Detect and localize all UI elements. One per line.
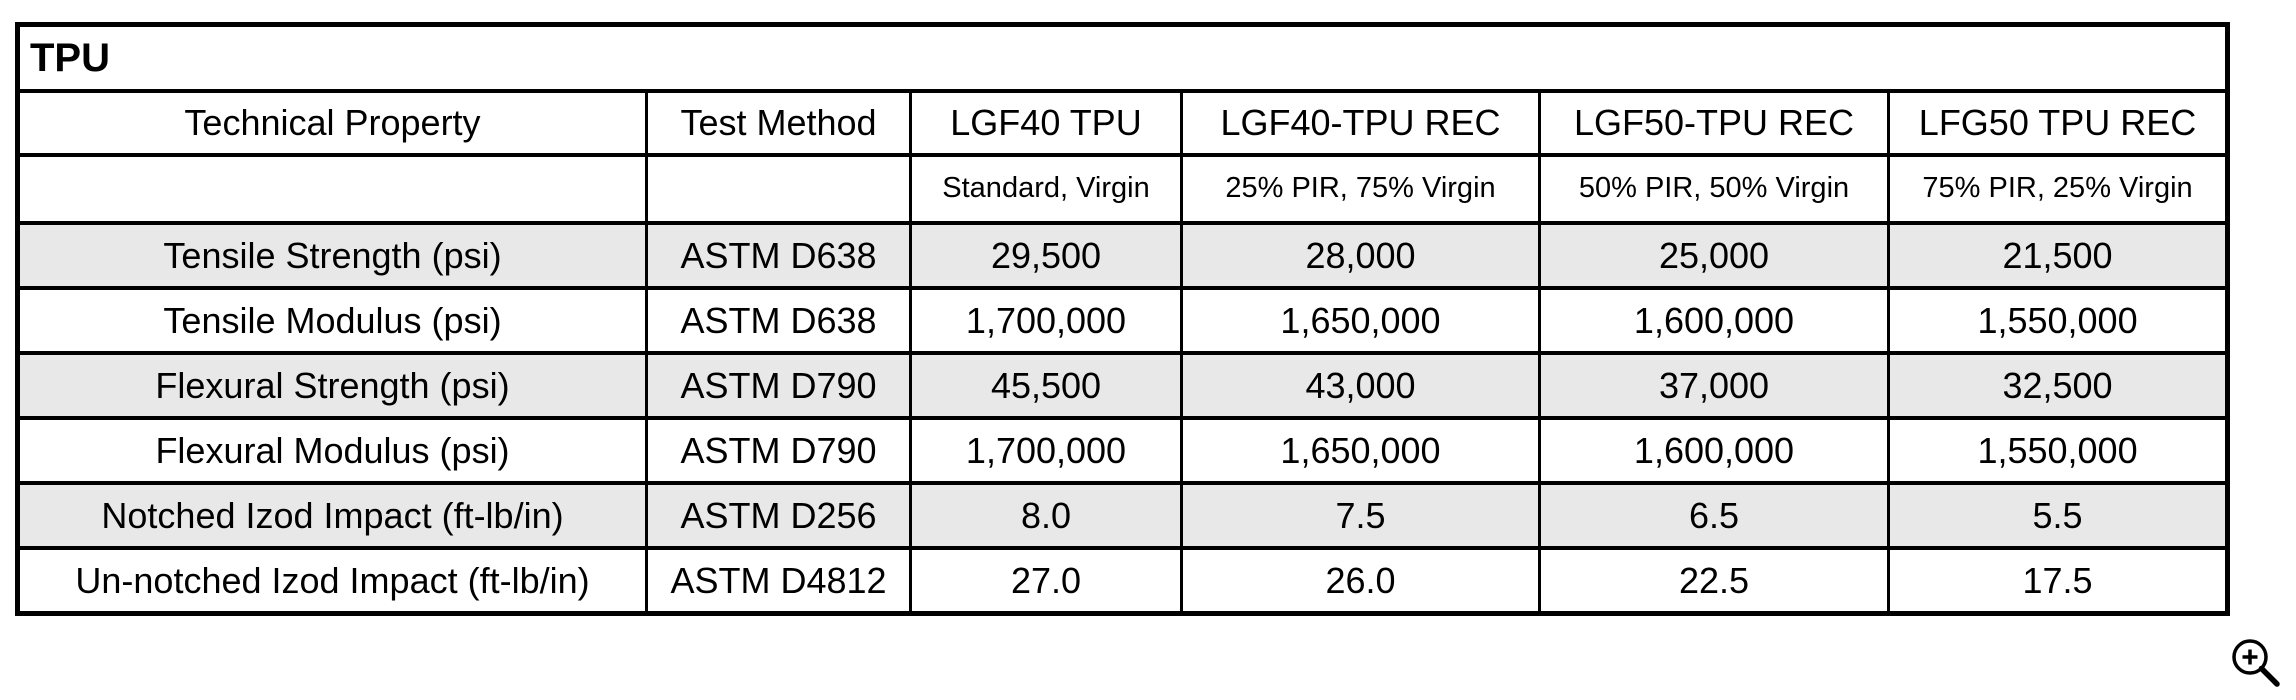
value-cell: 1,550,000	[1886, 416, 2230, 485]
column-header-lgf50-tpu-rec: LGF50-TPU REC	[1538, 89, 1890, 157]
subheader-cell: 75% PIR, 25% Virgin	[1886, 153, 2230, 225]
value-cell: 45,500	[909, 351, 1183, 420]
value-cell: 8.0	[909, 481, 1183, 550]
value-cell: 28,000	[1180, 221, 1541, 290]
tpu-spec-table: TPU Technical Property Test Method LGF40…	[15, 22, 2231, 616]
value-cell: 17.5	[1886, 546, 2230, 616]
table-title-row: TPU	[15, 22, 2230, 93]
subheader-cell	[645, 153, 912, 225]
value-cell: 1,700,000	[909, 416, 1183, 485]
value-cell: 1,550,000	[1886, 286, 2230, 355]
property-cell: Tensile Modulus (psi)	[16, 286, 648, 355]
subheader-cell	[16, 153, 648, 225]
value-cell: 43,000	[1180, 351, 1541, 420]
value-cell: 5.5	[1886, 481, 2230, 550]
column-header-lgf40-tpu-rec: LGF40-TPU REC	[1180, 89, 1541, 157]
value-cell: 27.0	[909, 546, 1183, 616]
column-header-lfg50-tpu-rec: LFG50 TPU REC	[1886, 89, 2230, 157]
table-row: Flexural Strength (psi) ASTM D790 45,500…	[16, 351, 2230, 420]
subheader-cell: 50% PIR, 50% Virgin	[1538, 153, 1890, 225]
table-row: Tensile Strength (psi) ASTM D638 29,500 …	[16, 221, 2230, 290]
value-cell: 1,650,000	[1180, 286, 1541, 355]
test-method-cell: ASTM D638	[645, 286, 912, 355]
table-row: Notched Izod Impact (ft-lb/in) ASTM D256…	[16, 481, 2230, 550]
table-row: Un-notched Izod Impact (ft-lb/in) ASTM D…	[16, 546, 2230, 616]
test-method-cell: ASTM D4812	[645, 546, 912, 616]
column-header-technical-property: Technical Property	[16, 89, 648, 157]
test-method-cell: ASTM D638	[645, 221, 912, 290]
value-cell: 32,500	[1886, 351, 2230, 420]
value-cell: 6.5	[1538, 481, 1890, 550]
test-method-cell: ASTM D790	[645, 416, 912, 485]
property-cell: Un-notched Izod Impact (ft-lb/in)	[16, 546, 648, 616]
property-cell: Notched Izod Impact (ft-lb/in)	[16, 481, 648, 550]
column-header-lgf40-tpu: LGF40 TPU	[909, 89, 1183, 157]
table-header-row: Technical Property Test Method LGF40 TPU…	[16, 89, 2230, 157]
property-cell: Flexural Modulus (psi)	[16, 416, 648, 485]
property-cell: Tensile Strength (psi)	[16, 221, 648, 290]
property-cell: Flexural Strength (psi)	[16, 351, 648, 420]
value-cell: 26.0	[1180, 546, 1541, 616]
zoom-in-icon[interactable]	[2226, 632, 2286, 692]
value-cell: 1,600,000	[1538, 416, 1890, 485]
value-cell: 21,500	[1886, 221, 2230, 290]
subheader-cell: Standard, Virgin	[909, 153, 1183, 225]
column-header-test-method: Test Method	[645, 89, 912, 157]
value-cell: 1,600,000	[1538, 286, 1890, 355]
subheader-cell: 25% PIR, 75% Virgin	[1180, 153, 1541, 225]
table-row: Tensile Modulus (psi) ASTM D638 1,700,00…	[16, 286, 2230, 355]
table-title: TPU	[15, 22, 2230, 93]
test-method-cell: ASTM D790	[645, 351, 912, 420]
value-cell: 25,000	[1538, 221, 1890, 290]
value-cell: 1,650,000	[1180, 416, 1541, 485]
table-row: Flexural Modulus (psi) ASTM D790 1,700,0…	[16, 416, 2230, 485]
test-method-cell: ASTM D256	[645, 481, 912, 550]
value-cell: 1,700,000	[909, 286, 1183, 355]
value-cell: 37,000	[1538, 351, 1890, 420]
table-subheader-row: Standard, Virgin 25% PIR, 75% Virgin 50%…	[16, 153, 2230, 225]
value-cell: 7.5	[1180, 481, 1541, 550]
value-cell: 29,500	[909, 221, 1183, 290]
value-cell: 22.5	[1538, 546, 1890, 616]
